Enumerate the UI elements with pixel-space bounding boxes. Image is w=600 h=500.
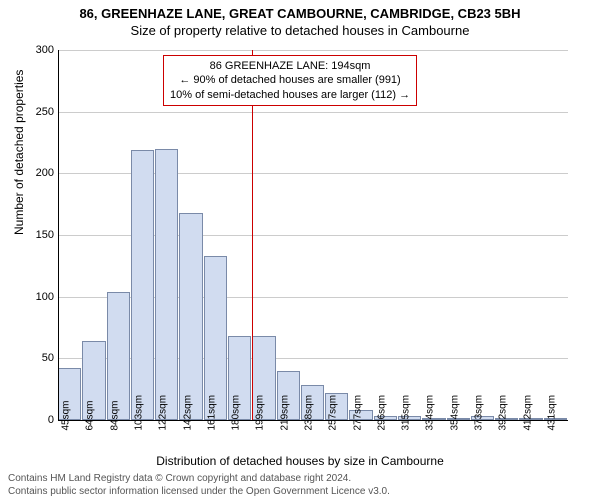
y-tick-label: 50 xyxy=(24,352,54,364)
grid-line xyxy=(58,112,568,113)
footer-line-2: Contains public sector information licen… xyxy=(8,486,390,499)
x-axis-line xyxy=(58,420,568,421)
footer-line-1: Contains HM Land Registry data © Crown c… xyxy=(8,473,390,486)
annotation-line: ← 90% of detached houses are smaller (99… xyxy=(170,73,410,87)
y-tick-label: 200 xyxy=(24,167,54,179)
grid-line xyxy=(58,50,568,51)
y-tick-label: 150 xyxy=(24,229,54,241)
y-axis-label: Number of detached properties xyxy=(12,70,26,235)
annotation-line: 10% of semi-detached houses are larger (… xyxy=(170,88,410,102)
y-tick-label: 100 xyxy=(24,291,54,303)
y-tick-label: 0 xyxy=(24,414,54,426)
chart-title: Size of property relative to detached ho… xyxy=(0,21,600,38)
y-axis-line xyxy=(58,50,59,420)
histogram-bar xyxy=(155,149,178,420)
annotation-box: 86 GREENHAZE LANE: 194sqm← 90% of detach… xyxy=(163,55,417,106)
histogram-bar xyxy=(131,150,154,420)
annotation-line: 86 GREENHAZE LANE: 194sqm xyxy=(170,59,410,73)
chart-plot-area: 05010015020025030045sqm64sqm84sqm103sqm1… xyxy=(58,50,568,420)
footer-attribution: Contains HM Land Registry data © Crown c… xyxy=(8,473,390,498)
y-tick-label: 300 xyxy=(24,44,54,56)
y-tick-label: 250 xyxy=(24,106,54,118)
histogram-bar xyxy=(179,213,202,420)
x-axis-label: Distribution of detached houses by size … xyxy=(0,454,600,468)
page-address: 86, GREENHAZE LANE, GREAT CAMBOURNE, CAM… xyxy=(0,0,600,21)
